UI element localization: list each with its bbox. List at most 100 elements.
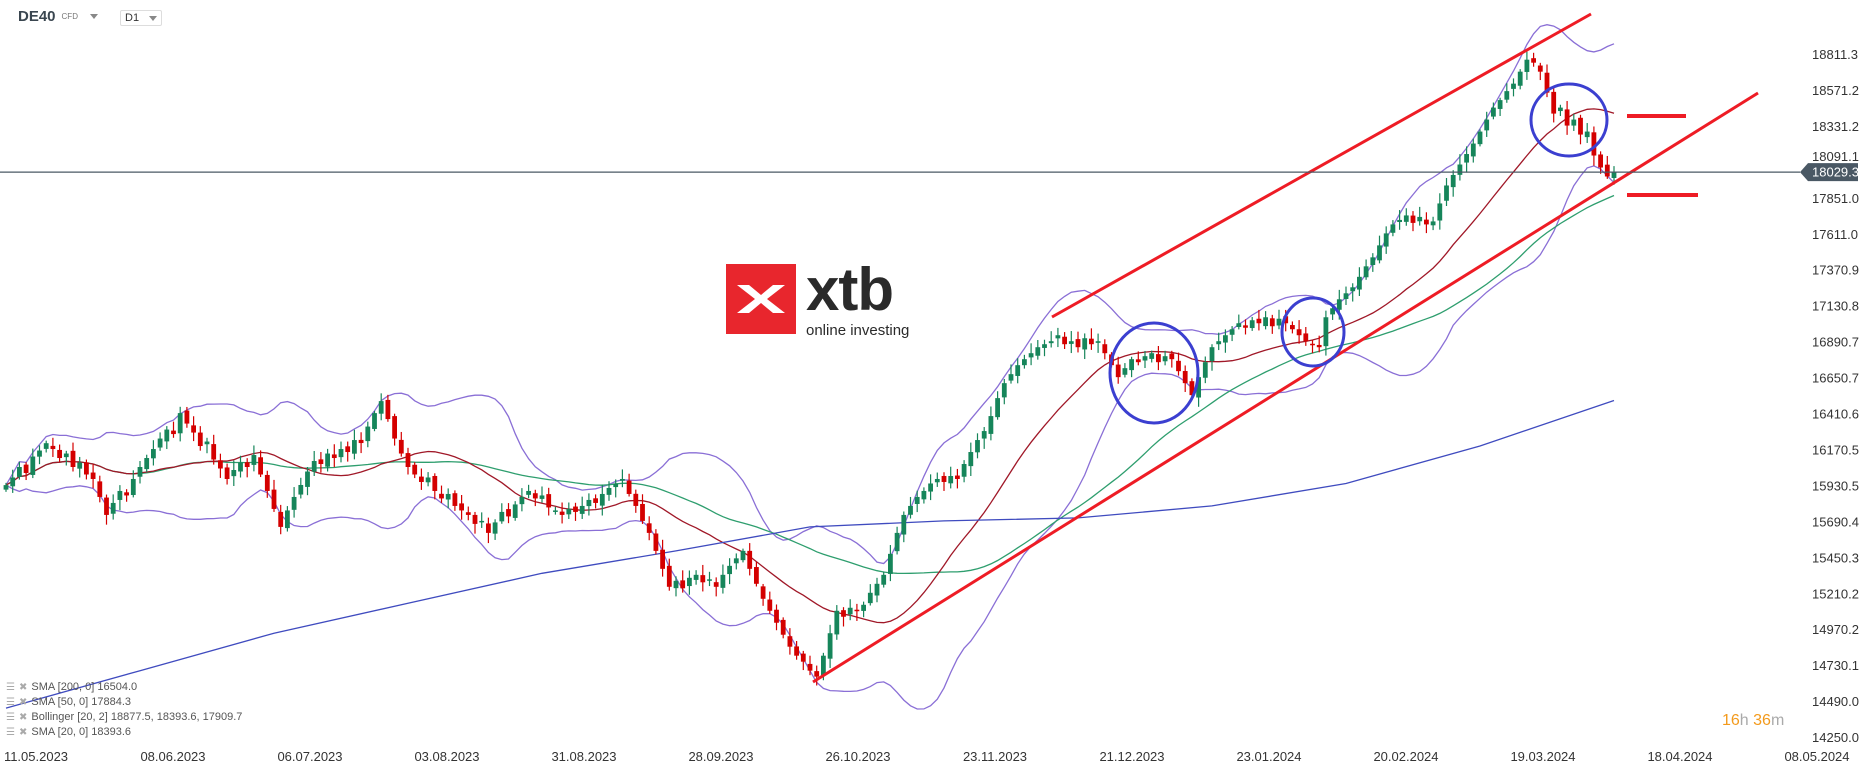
candle: [861, 601, 866, 618]
candle: [1209, 344, 1215, 371]
legend-row-bollinger[interactable]: ☰ ✖ Bollinger [20, 2] 18877.5, 18393.6, 17…: [6, 710, 242, 725]
x-tick-label: 26.10.2023: [825, 749, 890, 764]
candle: [57, 444, 62, 463]
candle-body: [800, 653, 806, 662]
candle-body: [579, 505, 585, 514]
candle: [586, 493, 592, 516]
candle-body: [666, 565, 672, 587]
legend-row-sma20[interactable]: ☰ ✖ SMA [20, 0] 18393.6: [6, 725, 242, 740]
candle: [1517, 69, 1523, 90]
candle-body: [1236, 323, 1242, 327]
candle-body: [224, 467, 230, 479]
candle: [579, 496, 585, 519]
x-tick-label: 21.12.2023: [1099, 749, 1164, 764]
candle: [472, 511, 478, 534]
candle-body: [646, 523, 652, 533]
candle-body: [1531, 58, 1536, 63]
candle: [727, 558, 732, 585]
candle-body: [774, 609, 779, 623]
candle-body: [392, 416, 397, 439]
candle-body: [1504, 91, 1510, 100]
y-tick-label: 16170.5: [1812, 442, 1859, 457]
candle-body: [238, 462, 243, 472]
candle: [1497, 97, 1503, 116]
candle-body: [606, 487, 612, 495]
chevron-down-icon[interactable]: [89, 14, 98, 19]
candle: [70, 442, 76, 472]
bollinger-lower-band: [5, 165, 1615, 710]
candle-body: [486, 523, 491, 533]
candle-body: [914, 496, 920, 504]
y-tick-label: 17370.9: [1812, 263, 1859, 278]
candle-body: [1450, 174, 1456, 188]
legend-row-sma50[interactable]: ☰ ✖ SMA [50, 0] 17884.3: [6, 695, 242, 710]
logo-tagline: online investing: [806, 322, 910, 339]
x-tick-label: 23.11.2023: [963, 749, 1027, 764]
candle-body: [680, 580, 686, 589]
candle-body: [1095, 341, 1101, 343]
candle: [358, 432, 364, 454]
candle: [1290, 321, 1295, 334]
candle-body: [1544, 72, 1550, 93]
x-tick-label: 08.05.2024: [1784, 749, 1849, 764]
candle: [90, 464, 96, 489]
candle: [1564, 101, 1570, 135]
candle: [1269, 314, 1275, 334]
legend-row-sma200[interactable]: ☰ ✖ SMA [200, 0] 16504.0: [6, 680, 242, 695]
candle: [1437, 193, 1443, 230]
candle-body: [325, 453, 330, 467]
candle-body: [1176, 360, 1181, 372]
candle-body: [888, 553, 893, 574]
indicator-legend: ☰ ✖ SMA [200, 0] 16504.0 ☰ ✖ SMA [50, 0] 178…: [6, 680, 242, 740]
close-icon[interactable]: ✖: [18, 727, 28, 738]
candle-body: [1209, 347, 1215, 361]
settings-icon[interactable]: ☰: [6, 727, 15, 738]
candle: [331, 444, 337, 468]
y-tick-label: 15450.3: [1812, 550, 1859, 565]
candle: [445, 488, 451, 509]
close-icon[interactable]: ✖: [18, 682, 28, 693]
candle: [204, 437, 210, 454]
timeframe-dropdown[interactable]: D1: [120, 10, 162, 26]
candle-body: [539, 495, 545, 499]
candle: [660, 539, 665, 577]
candle: [258, 450, 263, 478]
candle: [1578, 114, 1583, 145]
candle: [264, 470, 270, 498]
candle-body: [620, 478, 625, 481]
close-icon[interactable]: ✖: [18, 697, 28, 708]
settings-icon[interactable]: ☰: [6, 712, 15, 723]
candle: [486, 517, 491, 544]
candle: [23, 462, 29, 481]
close-icon[interactable]: ✖: [18, 712, 28, 723]
x-tick-label: 06.07.2023: [277, 749, 342, 764]
candle: [1169, 350, 1175, 368]
candle-body: [1156, 354, 1161, 363]
candle-body: [1015, 365, 1021, 376]
candle: [975, 433, 980, 459]
candle-body: [231, 469, 237, 477]
symbol-selector[interactable]: DE40 CFD: [18, 8, 98, 25]
candle: [867, 584, 873, 606]
settings-icon[interactable]: ☰: [6, 682, 15, 693]
candle-body: [30, 456, 36, 475]
candle: [305, 467, 310, 496]
candle: [1015, 358, 1021, 384]
candle-body: [97, 481, 103, 497]
candle-body: [1075, 339, 1081, 348]
candle-body: [881, 574, 887, 585]
candle-body: [57, 449, 62, 459]
candle: [1363, 259, 1369, 280]
settings-icon[interactable]: ☰: [6, 697, 15, 708]
candle: [311, 450, 317, 476]
candle: [1249, 316, 1255, 331]
candle-body: [687, 577, 692, 587]
candle: [50, 437, 56, 457]
candle-body: [640, 503, 645, 521]
candle-body: [271, 489, 277, 509]
candle-body: [151, 449, 156, 459]
candle-body: [1330, 308, 1335, 315]
candle-body: [821, 655, 826, 676]
candle-body: [1390, 224, 1396, 233]
